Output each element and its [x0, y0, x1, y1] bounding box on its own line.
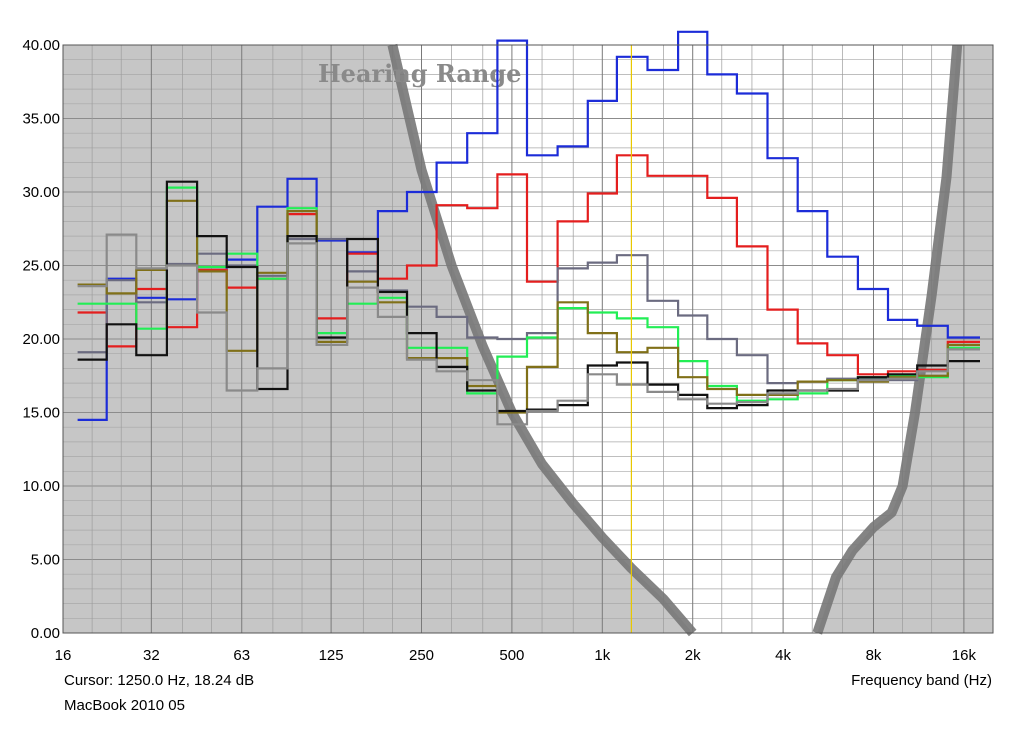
y-tick-label: 25.00	[22, 258, 60, 275]
frequency-chart: Hearing Range 0.00 5.00 10.00 15.00 20.00 25.0…	[22, 30, 994, 664]
x-tick-label: 16	[55, 647, 72, 664]
x-tick-label: 500	[499, 647, 524, 664]
x-tick-label: 4k	[775, 647, 791, 664]
x-tick-label: 16k	[952, 647, 977, 664]
hearing-curve-low	[387, 43, 697, 637]
x-tick-label: 2k	[685, 647, 701, 664]
x-tick-label: 63	[233, 647, 250, 664]
x-tick-label: 8k	[866, 647, 882, 664]
device-label: MacBook 2010 05	[64, 697, 185, 714]
series-3-line	[77, 186, 980, 402]
y-tick-label: 30.00	[22, 184, 60, 201]
series-6-line	[77, 233, 980, 426]
x-tick-label: 125	[319, 647, 344, 664]
y-tick-label: 5.00	[31, 552, 60, 569]
y-tick-label: 40.00	[22, 37, 60, 54]
plot-border	[62, 44, 994, 634]
hearing-curve-high	[812, 44, 963, 635]
hearing-range-label: Hearing Range	[318, 59, 521, 88]
y-tick-label: 20.00	[22, 331, 60, 348]
cursor-readout: Cursor: 1250.0 Hz, 18.24 dB	[64, 672, 255, 689]
y-tick-label: 10.00	[22, 478, 60, 495]
y-tick-label: 0.00	[31, 625, 60, 642]
y-tick-label: 35.00	[22, 111, 60, 128]
x-tick-label: 250	[409, 647, 434, 664]
x-tick-label: 32	[143, 647, 160, 664]
x-tick-label: 1k	[594, 647, 610, 664]
x-axis-label: Frequency band (Hz)	[851, 672, 992, 689]
y-tick-label: 15.00	[22, 405, 60, 422]
series-4-line	[77, 199, 980, 414]
